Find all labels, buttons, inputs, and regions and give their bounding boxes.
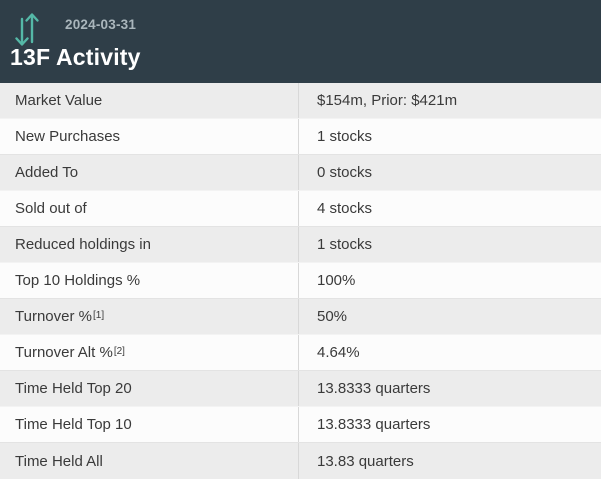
row-value: 1 stocks [298,227,601,262]
13f-activity-table: Market Value $154m, Prior: $421m New Pur… [0,83,601,479]
row-label: Time Held All [15,452,103,470]
up-down-arrows-icon [15,13,39,46]
table-row-turnover-pct: Turnover % [1] 50% [0,299,601,335]
table-row-time-held-all: Time Held All 13.83 quarters [0,443,601,479]
footnote-ref-1[interactable]: [1] [92,309,105,321]
row-label: Top 10 Holdings % [15,272,141,289]
row-label: New Purchases [15,128,121,145]
row-label: Market Value [15,92,103,109]
row-label: Reduced holdings in [15,236,151,253]
row-label: Added To [15,164,79,181]
row-value: 4 stocks [298,191,601,226]
row-value: 0 stocks [298,155,601,190]
report-date: 2024-03-31 [65,17,137,32]
table-row-top10-holdings-pct: Top 10 Holdings % 100% [0,263,601,299]
row-label: Turnover % [1] [0,299,298,334]
row-value: 13.8333 quarters [298,407,601,442]
row-value: 13.83 quarters [298,443,601,479]
table-row-added-to: Added To 0 stocks [0,155,601,191]
row-label: Turnover Alt % [2] [0,335,298,370]
row-value: 1 stocks [298,119,601,154]
table-row-turnover-alt-pct: Turnover Alt % [2] 4.64% [0,335,601,371]
row-value: 4.64% [298,335,601,370]
row-value: 100% [298,263,601,298]
row-label-text: Turnover Alt % [15,344,113,361]
footnote-ref-2[interactable]: [2] [113,345,125,357]
page-title: 13F Activity [10,44,141,70]
table-row-new-purchases: New Purchases 1 stocks [0,119,601,155]
row-label: Time Held Top 10 [15,416,132,433]
row-value: 50% [298,299,601,334]
table-row-time-held-top10: Time Held Top 10 13.8333 quarters [0,407,601,443]
panel-header: 2024-03-31 13F Activity [0,0,601,83]
row-value: 13.8333 quarters [298,371,601,406]
table-row-time-held-top20: Time Held Top 20 13.8333 quarters [0,371,601,407]
table-row-sold-out-of: Sold out of 4 stocks [0,191,601,227]
row-value: $154m, Prior: $421m [298,83,601,118]
row-label: Time Held Top 20 [15,380,132,397]
table-row-market-value: Market Value $154m, Prior: $421m [0,83,601,119]
row-label: Sold out of [15,200,87,217]
table-row-reduced-holdings: Reduced holdings in 1 stocks [0,227,601,263]
row-label-text: Turnover % [15,308,92,325]
